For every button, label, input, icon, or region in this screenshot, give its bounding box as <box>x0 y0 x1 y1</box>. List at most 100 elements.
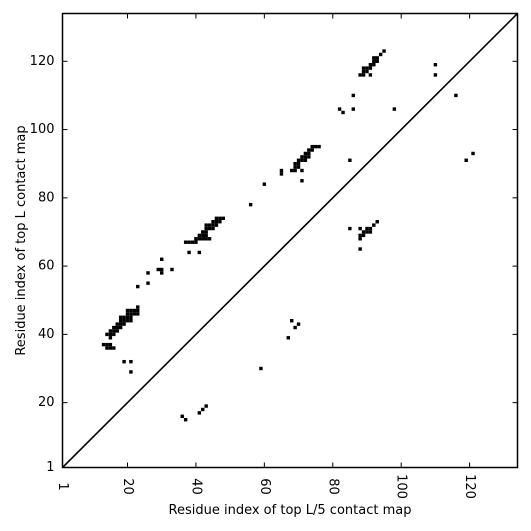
contact-point-l <box>197 250 202 255</box>
contact-point-l <box>300 179 304 183</box>
contact-point-l <box>190 240 195 244</box>
contact-point-l <box>218 220 222 224</box>
contact-point-l <box>105 346 109 350</box>
contact-point-l <box>358 73 362 77</box>
y-tick-label: 1 <box>46 460 54 475</box>
contact-point-l <box>108 332 113 337</box>
contact-point-l <box>211 220 215 224</box>
contact-point-l <box>129 315 133 320</box>
contact-point-l <box>361 69 366 74</box>
contact-point-l <box>115 329 119 333</box>
contact-point-l <box>214 216 219 221</box>
contact-point-l <box>129 308 133 313</box>
y-tick-label: 40 <box>38 327 55 342</box>
contact-point-l <box>136 305 140 309</box>
contact-point-l <box>105 332 109 337</box>
contact-point-l <box>105 342 109 347</box>
contact-points <box>101 49 475 422</box>
contact-point-l <box>112 325 116 330</box>
contact-point-l <box>214 223 219 227</box>
contact-point-l <box>307 148 311 152</box>
x-tick-label: 80 <box>325 478 340 495</box>
contact-point-l <box>122 359 126 364</box>
contact-point-l <box>248 202 253 207</box>
contact-point-l <box>194 240 198 244</box>
contact-point-l <box>197 237 202 241</box>
contact-point-l <box>115 325 119 330</box>
contact-point-l5 <box>464 158 468 162</box>
contact-point-l <box>372 59 376 63</box>
contact-point-l <box>201 233 205 238</box>
contact-point-l <box>122 322 126 326</box>
x-axis-label: Residue index of top L/5 contact map <box>169 503 412 518</box>
contact-point-l <box>160 271 164 275</box>
contact-point-l <box>108 336 113 340</box>
contact-point-l <box>310 144 314 149</box>
contact-point-l <box>378 52 383 57</box>
y-tick-label: 100 <box>30 122 55 137</box>
contact-point-l5 <box>471 151 475 156</box>
y-tick-label: 80 <box>38 190 55 205</box>
contact-point-l <box>207 237 212 241</box>
contact-point-l <box>351 93 355 98</box>
contact-point-l <box>125 308 130 313</box>
contact-point-l <box>310 148 314 152</box>
contact-point-l <box>303 151 308 156</box>
contact-point-l5 <box>286 336 290 340</box>
contact-point-l <box>317 144 321 149</box>
contact-point-l <box>204 230 208 234</box>
contact-point-l <box>183 240 188 244</box>
contact-point-l5 <box>368 226 373 231</box>
contact-point-l <box>293 168 297 173</box>
y-tick-label: 120 <box>30 54 55 69</box>
contact-point-l5 <box>368 230 373 234</box>
y-tick-label: 20 <box>38 395 55 410</box>
contact-point-l <box>125 319 130 323</box>
contact-point-l <box>101 342 106 347</box>
contact-point-l <box>136 284 140 289</box>
contact-point-l <box>368 63 373 67</box>
contact-point-l <box>129 312 133 316</box>
contact-point-l <box>300 155 304 159</box>
contact-point-l <box>279 172 284 176</box>
contact-point-l <box>122 315 126 320</box>
contact-point-l <box>204 226 208 231</box>
y-axis-label: Residue index of top L contact map <box>14 125 29 355</box>
contact-point-l <box>307 151 311 156</box>
contact-point-l <box>204 233 208 238</box>
contact-point-l5 <box>358 226 362 231</box>
contact-point-l5 <box>201 407 205 412</box>
contact-point-l <box>136 312 140 316</box>
contact-point-l5 <box>358 237 362 241</box>
contact-point-l <box>170 267 174 272</box>
contact-point-l <box>303 155 308 159</box>
contact-point-l <box>136 308 140 313</box>
contact-point-l <box>118 325 123 330</box>
contact-point-l <box>146 271 150 275</box>
contact-point-l <box>293 165 297 169</box>
contact-point-l <box>118 315 123 320</box>
contact-point-l <box>341 110 345 115</box>
contact-point-l5 <box>365 226 369 231</box>
contact-point-l <box>368 73 373 77</box>
contact-point-l <box>361 66 366 70</box>
contact-point-l <box>372 63 376 67</box>
contact-point-l <box>108 329 113 333</box>
contact-point-l5 <box>296 322 301 326</box>
contact-point-l <box>303 158 308 162</box>
y-tick-label: 60 <box>38 259 55 274</box>
contact-point-l5 <box>372 223 376 227</box>
x-tick-label: 60 <box>257 478 272 495</box>
x-tick-label: 1 <box>55 482 70 490</box>
contact-point-l <box>125 315 130 320</box>
contact-point-l5 <box>433 63 438 67</box>
contact-point-l <box>375 59 379 63</box>
contact-point-l5 <box>290 319 294 323</box>
contact-point-l5 <box>293 325 297 330</box>
contact-point-l <box>351 107 355 111</box>
contact-point-l5 <box>365 230 369 234</box>
contact-point-l <box>122 319 126 323</box>
contact-point-l <box>293 161 297 166</box>
contact-point-l5 <box>375 220 379 224</box>
